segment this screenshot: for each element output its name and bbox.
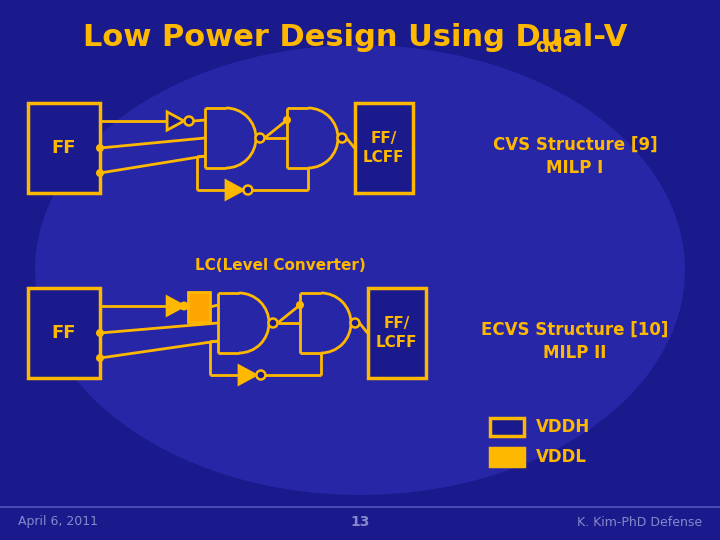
Text: FF: FF (52, 324, 76, 342)
Text: MILP II: MILP II (544, 344, 607, 362)
Circle shape (96, 144, 104, 152)
Text: dd: dd (535, 37, 563, 56)
Bar (354, 103, 413, 193)
Circle shape (243, 186, 253, 194)
Bar (28, 103, 100, 193)
Polygon shape (167, 297, 184, 315)
Bar (490, 448, 524, 466)
Bar (367, 288, 426, 378)
Text: April 6, 2011: April 6, 2011 (18, 516, 98, 529)
Ellipse shape (35, 45, 685, 495)
Bar (28, 288, 100, 378)
Circle shape (179, 301, 189, 310)
Text: Low Power Design Using Dual-V: Low Power Design Using Dual-V (83, 24, 627, 52)
Text: VDDL: VDDL (536, 448, 587, 466)
Circle shape (338, 133, 346, 143)
Text: 13: 13 (351, 515, 369, 529)
Circle shape (96, 169, 104, 177)
Text: LC(Level Converter): LC(Level Converter) (194, 258, 365, 273)
Circle shape (256, 370, 266, 380)
Circle shape (296, 301, 304, 309)
Bar (490, 418, 524, 436)
Text: FF/
LCFF: FF/ LCFF (376, 316, 418, 350)
Polygon shape (239, 366, 256, 384)
Text: VDDH: VDDH (536, 418, 590, 436)
Text: MILP I: MILP I (546, 159, 603, 177)
Text: FF/
LCFF: FF/ LCFF (363, 131, 404, 165)
Circle shape (96, 354, 104, 362)
Bar (188, 292, 210, 322)
Circle shape (269, 319, 277, 327)
Circle shape (283, 116, 291, 124)
Polygon shape (167, 112, 184, 130)
Circle shape (351, 319, 359, 327)
Polygon shape (226, 181, 243, 199)
Circle shape (256, 133, 264, 143)
Text: K. Kim-PhD Defense: K. Kim-PhD Defense (577, 516, 702, 529)
Circle shape (184, 117, 194, 125)
Text: ECVS Structure [10]: ECVS Structure [10] (481, 321, 669, 339)
Circle shape (96, 329, 104, 337)
Text: FF: FF (52, 139, 76, 157)
Text: CVS Structure [9]: CVS Structure [9] (492, 136, 657, 154)
